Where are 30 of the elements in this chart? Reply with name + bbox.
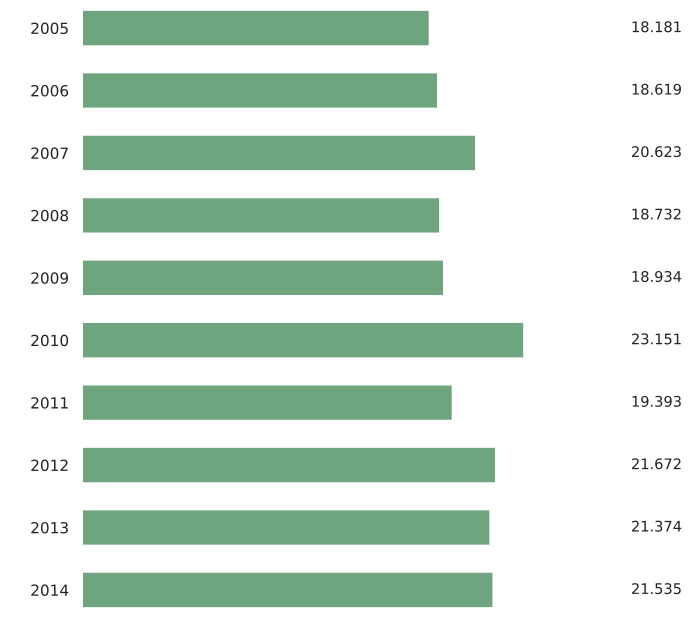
bar bbox=[83, 198, 440, 233]
data-label: 21.535 bbox=[632, 583, 681, 594]
y-tick-label: 2008 bbox=[31, 210, 68, 222]
data-label: 19.393 bbox=[632, 396, 681, 407]
bar bbox=[83, 136, 476, 170]
y-tick-label: 2005 bbox=[31, 22, 68, 34]
data-label: 21.374 bbox=[632, 520, 682, 532]
data-label: 20.623 bbox=[632, 146, 681, 158]
data-label: 18.181 bbox=[632, 21, 681, 32]
data-label: 21.672 bbox=[632, 458, 681, 470]
y-tick-label: 2007 bbox=[31, 147, 68, 159]
bar bbox=[83, 73, 437, 108]
y-tick-label: 2006 bbox=[31, 84, 68, 97]
y-tick-label: 2014 bbox=[31, 584, 68, 596]
bar bbox=[83, 10, 429, 46]
y-tick-label: 2013 bbox=[31, 522, 68, 534]
y-tick-label: 2012 bbox=[31, 460, 68, 472]
bar bbox=[83, 385, 452, 420]
bar bbox=[83, 510, 490, 545]
data-label: 18.619 bbox=[632, 84, 681, 95]
y-tick-label: 2011 bbox=[31, 397, 68, 409]
bar bbox=[83, 572, 492, 608]
bar bbox=[83, 323, 524, 358]
bar bbox=[83, 260, 443, 295]
y-tick-label: 2009 bbox=[31, 272, 68, 284]
bar bbox=[83, 448, 496, 482]
data-label: 18.732 bbox=[632, 208, 681, 220]
data-label: 23.151 bbox=[632, 333, 681, 344]
y-tick-label: 2010 bbox=[31, 334, 68, 346]
data-label: 18.934 bbox=[632, 270, 682, 282]
